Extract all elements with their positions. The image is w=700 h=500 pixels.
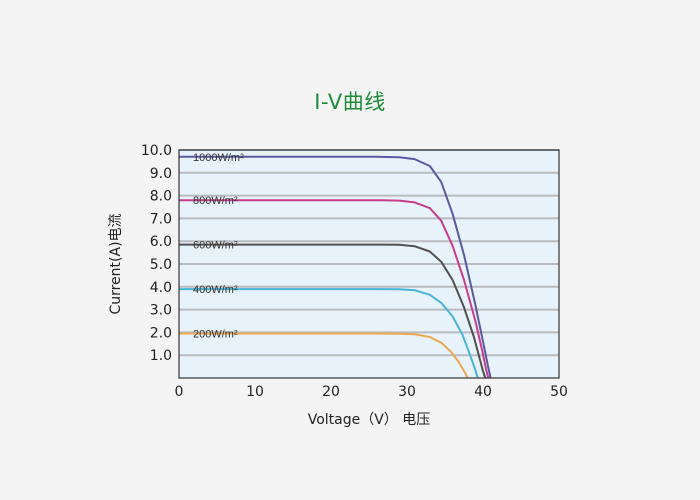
y-tick-label: 10.0 [141, 143, 172, 159]
series-label: 200W/m² [193, 329, 238, 341]
series-line [179, 332, 469, 379]
y-tick-label: 1.0 [150, 348, 172, 364]
series-label: 600W/m² [193, 240, 238, 252]
series-label: 1000W/m² [193, 152, 244, 164]
chart-title: I-V曲线 [314, 90, 386, 114]
y-tick-label: 2.0 [150, 325, 172, 341]
x-tick-label: 20 [322, 384, 340, 400]
series-label: 400W/m² [193, 284, 238, 296]
x-tick-label: 10 [246, 384, 264, 400]
plot-frame [178, 149, 560, 379]
x-axis-label: Voltage（V） 电压 [308, 412, 431, 428]
x-tick-label: 40 [474, 384, 492, 400]
y-tick-label: 8.0 [150, 189, 172, 205]
y-tick-label: 7.0 [150, 211, 172, 227]
x-tick-label: 0 [175, 384, 184, 400]
plot-area: 1000W/m² 800W/m² 600W/m² 400W/m² 200W/m² 1.0 2… [108, 143, 568, 428]
series-line [179, 288, 479, 379]
series-label: 800W/m² [193, 195, 238, 207]
y-tick-label: 6.0 [150, 234, 172, 250]
y-tick-label: 4.0 [150, 280, 172, 296]
x-tick-label: 30 [398, 384, 416, 400]
y-axis-label: Current(A)电流 [108, 213, 124, 314]
series-line [179, 199, 490, 379]
y-tick-label: 9.0 [150, 166, 172, 182]
x-tick-label: 50 [550, 384, 568, 400]
series-line [179, 243, 487, 379]
series-line [179, 155, 492, 379]
y-tick-label: 5.0 [150, 257, 172, 273]
y-tick-label: 3.0 [150, 303, 172, 319]
